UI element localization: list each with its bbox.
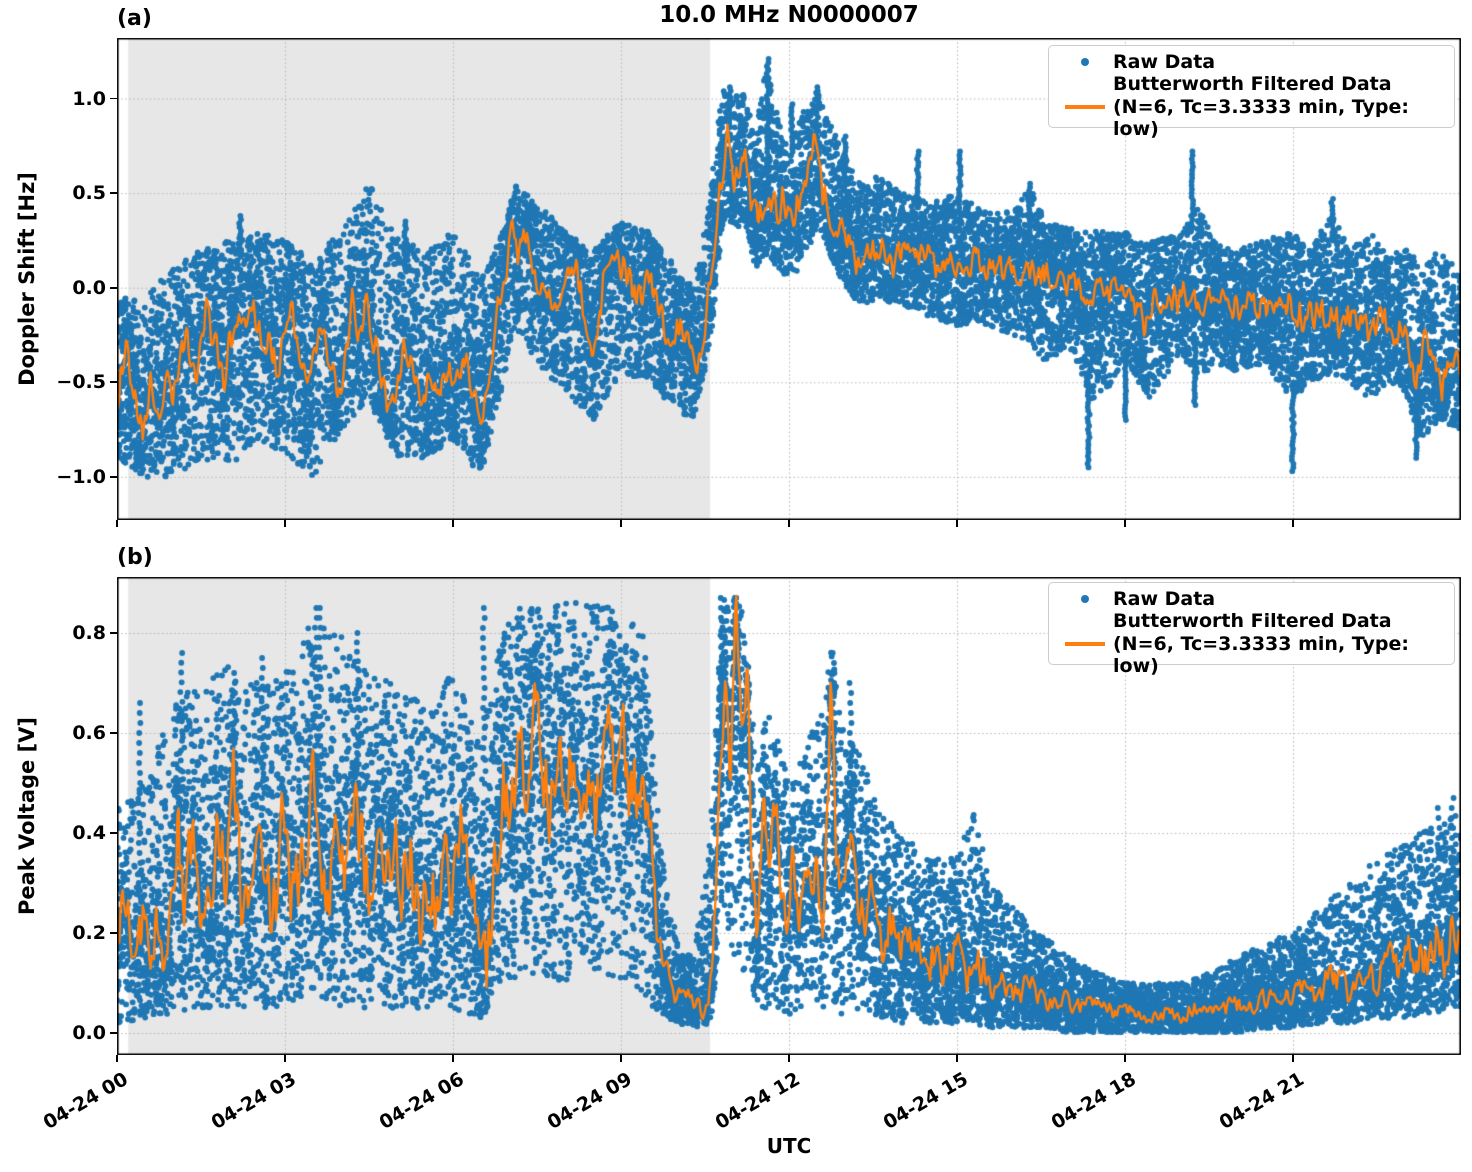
y-tick-label: 1.0 (72, 87, 106, 110)
x-tick-mark (1124, 520, 1126, 527)
y-tick-mark (110, 1032, 117, 1034)
legend-entry-filtered: Butterworth Filtered Data (N=6, Tc=3.333… (1057, 73, 1446, 140)
y-tick-mark (110, 932, 117, 934)
x-tick-mark (620, 1055, 622, 1062)
x-tick-mark (452, 520, 454, 527)
panel-a-label: (a) (117, 6, 152, 31)
x-tick-mark (452, 1055, 454, 1062)
x-tick-mark (1124, 1055, 1126, 1062)
x-tick-label: 04-24 03 (207, 1068, 300, 1134)
figure-title: 10.0 MHz N0000007 (659, 2, 919, 28)
x-tick-mark (1292, 520, 1294, 527)
x-tick-mark (956, 1055, 958, 1062)
legend-entry-raw: Raw Data (1057, 51, 1446, 73)
filtered-legend-params: (N=6, Tc=3.3333 min, Type: low) (1113, 95, 1409, 141)
x-tick-mark (788, 520, 790, 527)
y-tick-label: 0.4 (72, 822, 106, 844)
filtered-line-marker-icon (1065, 642, 1105, 646)
x-tick-mark (956, 520, 958, 527)
legend-panel-a: Raw Data Butterworth Filtered Data (N=6,… (1048, 45, 1455, 140)
legend-entry-raw: Raw Data (1057, 588, 1446, 610)
y-tick-mark (110, 97, 117, 100)
y-axis-label-panel-b: Peak Voltage [V] (15, 716, 39, 916)
y-tick-label: −1.0 (56, 465, 106, 488)
y-tick-label: 0.5 (72, 182, 106, 205)
y-tick-mark (110, 832, 117, 834)
y-tick-label: 0.6 (72, 722, 106, 744)
legend-entry-filtered: Butterworth Filtered Data (N=6, Tc=3.333… (1057, 610, 1446, 677)
x-tick-mark (116, 520, 118, 527)
x-axis-label: UTC (766, 1134, 812, 1158)
x-tick-mark (284, 520, 286, 527)
filtered-line-marker-icon (1065, 105, 1105, 109)
x-tick-mark (620, 520, 622, 527)
x-tick-mark (788, 1055, 790, 1062)
y-tick-mark (110, 192, 117, 194)
x-tick-label: 04-24 06 (375, 1068, 468, 1134)
x-tick-label: 04-24 15 (879, 1068, 972, 1134)
x-tick-label: 04-24 21 (1215, 1068, 1308, 1134)
x-tick-label: 04-24 18 (1047, 1068, 1140, 1134)
x-tick-label: 04-24 12 (711, 1068, 804, 1134)
raw-data-marker-icon (1081, 58, 1089, 67)
y-tick-label: 0.0 (72, 276, 106, 299)
x-tick-mark (116, 1055, 118, 1062)
raw-data-legend-label: Raw Data (1113, 51, 1216, 73)
x-tick-mark (1292, 1055, 1294, 1062)
filtered-legend-label: Butterworth Filtered Data (1113, 610, 1392, 633)
x-tick-mark (284, 1055, 286, 1062)
y-tick-mark (110, 286, 117, 289)
filtered-legend-label: Butterworth Filtered Data (1113, 73, 1392, 96)
y-tick-label: 0.0 (72, 1022, 106, 1044)
y-tick-mark (110, 732, 117, 734)
raw-data-legend-label: Raw Data (1113, 588, 1216, 610)
y-tick-mark (110, 381, 117, 384)
x-tick-label: 04-24 09 (543, 1068, 636, 1134)
legend-panel-b: Raw Data Butterworth Filtered Data (N=6,… (1048, 582, 1455, 677)
y-tick-label: −0.5 (56, 371, 106, 394)
y-tick-label: 0.8 (72, 622, 106, 644)
filtered-legend-params: (N=6, Tc=3.3333 min, Type: low) (1113, 632, 1409, 678)
y-tick-mark (110, 632, 117, 634)
y-tick-label: 0.2 (72, 922, 106, 944)
raw-data-marker-icon (1081, 595, 1089, 604)
y-tick-mark (110, 475, 117, 478)
x-tick-label: 04-24 00 (39, 1068, 132, 1134)
panel-b-label: (b) (117, 545, 153, 570)
